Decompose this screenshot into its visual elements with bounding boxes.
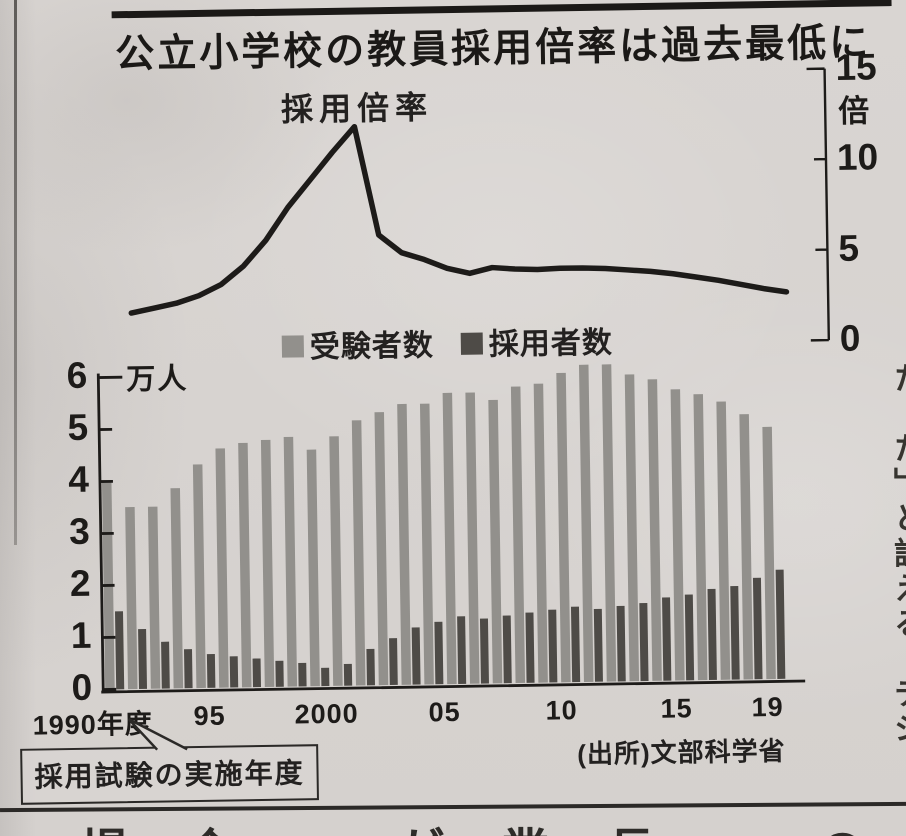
next-article-headline-strip: 場 合 。 が 業 長 つ の 校 18 閒 [0, 812, 906, 836]
adjacent-column-vertical-text: た た」と訴える デジ [889, 362, 906, 747]
next-article-headline-text: 場 合 。 が 業 長 つ の 校 18 閒 [80, 812, 906, 836]
source-label: (出所)文部科学省 [577, 735, 786, 770]
left-column-rule [14, 0, 17, 545]
